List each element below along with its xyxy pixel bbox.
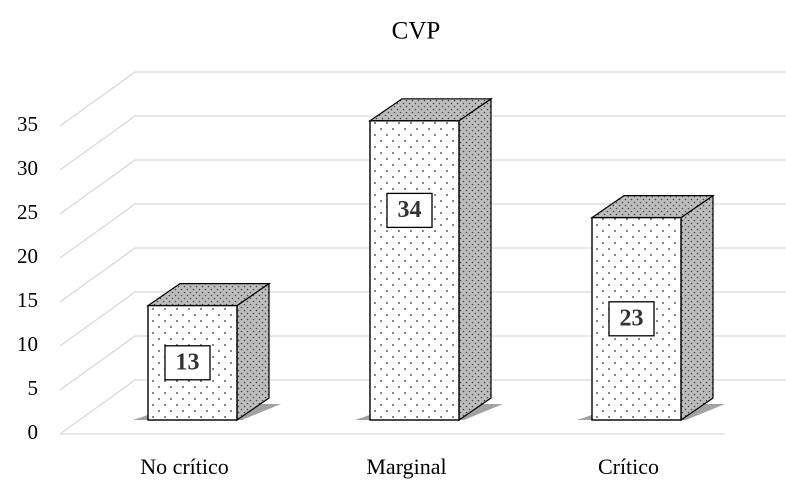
y-tick-label: 35 (17, 112, 38, 136)
bar-side (458, 97, 492, 422)
grid-line (59, 247, 786, 303)
grid-line (59, 335, 786, 391)
data-label: 23 (620, 305, 644, 331)
grid-line (59, 203, 786, 259)
grid-line (59, 159, 786, 215)
data-label: 13 (176, 349, 200, 375)
data-label-box (608, 301, 655, 337)
y-tick-label: 25 (17, 200, 38, 224)
y-tick-label: 5 (28, 376, 39, 400)
bar (355, 97, 503, 422)
data-label: 34 (398, 197, 422, 223)
bar-side (680, 194, 714, 422)
grid-line (59, 71, 786, 127)
y-tick-label: 15 (17, 288, 38, 312)
bar-side (236, 282, 270, 422)
grid-line (59, 115, 786, 171)
bar (577, 194, 725, 422)
grid-line (59, 379, 786, 435)
x-tick-label: Crítico (598, 454, 659, 479)
y-tick-label: 30 (17, 156, 38, 180)
y-tick-label: 0 (28, 420, 39, 444)
y-tick-label: 10 (17, 332, 38, 356)
y-tick-label: 20 (17, 244, 38, 268)
bar-front (369, 120, 460, 421)
x-tick-label: Marginal (366, 454, 446, 479)
data-label-box (386, 192, 433, 229)
grid-line (59, 291, 786, 347)
x-tick-label: No crítico (140, 454, 229, 479)
chart-title: CVP (392, 18, 441, 45)
data-label-box (164, 345, 211, 381)
